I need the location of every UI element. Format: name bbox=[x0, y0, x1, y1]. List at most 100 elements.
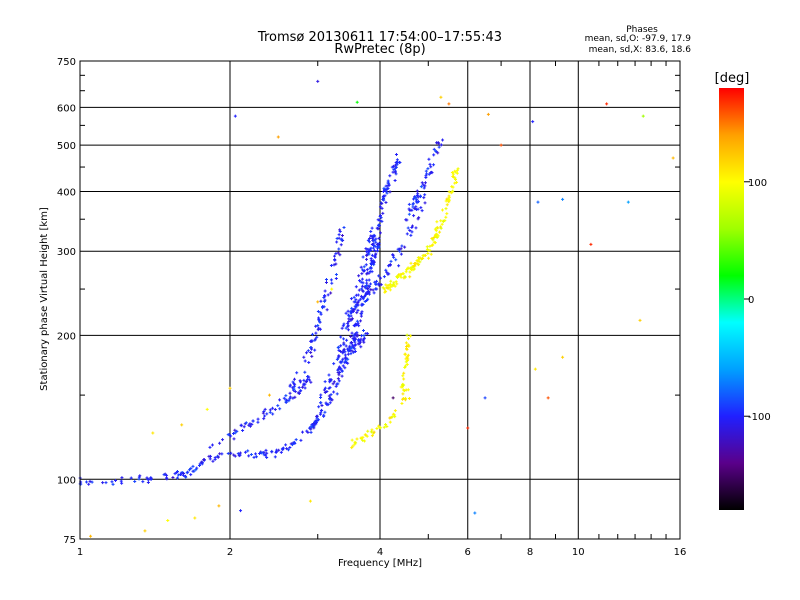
colorbar-tick-label: -100 bbox=[748, 412, 771, 423]
data-point bbox=[359, 436, 363, 440]
data-point bbox=[329, 291, 333, 295]
data-point bbox=[328, 401, 332, 405]
data-point bbox=[268, 410, 272, 414]
x-tick-label: 8 bbox=[527, 547, 533, 558]
data-point bbox=[358, 279, 362, 283]
data-point bbox=[198, 462, 202, 466]
data-point bbox=[350, 349, 354, 353]
data-point bbox=[233, 114, 237, 118]
data-point bbox=[436, 234, 440, 238]
chart-title: Tromsø 20130611 17:54:00–17:55:43 bbox=[257, 30, 502, 45]
data-point bbox=[288, 391, 292, 395]
data-point bbox=[218, 441, 222, 445]
data-point bbox=[90, 480, 94, 484]
data-point bbox=[323, 299, 327, 303]
data-point bbox=[175, 476, 179, 480]
data-point bbox=[350, 341, 354, 345]
data-point bbox=[337, 247, 341, 251]
data-point bbox=[337, 233, 341, 237]
data-point bbox=[288, 397, 292, 401]
stats-line-x: mean, sd,X: 83.6, 18.6 bbox=[589, 45, 692, 55]
data-point bbox=[388, 263, 392, 267]
data-point bbox=[362, 337, 366, 341]
data-point bbox=[221, 438, 225, 442]
data-point bbox=[314, 324, 318, 328]
data-point bbox=[179, 471, 183, 475]
data-point bbox=[244, 421, 248, 425]
data-point bbox=[189, 473, 193, 477]
data-point bbox=[361, 438, 365, 442]
data-point bbox=[381, 286, 385, 290]
data-point bbox=[432, 147, 436, 151]
data-point bbox=[315, 335, 319, 339]
x-tick-label: 10 bbox=[572, 547, 585, 558]
data-point bbox=[384, 184, 388, 188]
data-point bbox=[359, 345, 363, 349]
data-point bbox=[450, 171, 454, 175]
data-point bbox=[411, 203, 415, 207]
data-point bbox=[377, 274, 381, 278]
data-point bbox=[233, 431, 237, 435]
data-point bbox=[386, 186, 390, 190]
data-point bbox=[417, 216, 421, 220]
data-point bbox=[427, 256, 431, 260]
data-point bbox=[357, 288, 361, 292]
data-point bbox=[176, 473, 180, 477]
data-point bbox=[288, 395, 292, 399]
data-point bbox=[372, 291, 376, 295]
data-point bbox=[365, 268, 369, 272]
data-point bbox=[302, 355, 306, 359]
data-point bbox=[372, 430, 376, 434]
data-point bbox=[317, 418, 321, 422]
data-point bbox=[453, 181, 457, 185]
data-point bbox=[369, 234, 373, 238]
data-point bbox=[315, 419, 319, 423]
data-point bbox=[322, 305, 326, 309]
data-point bbox=[314, 331, 318, 335]
data-point bbox=[313, 337, 317, 341]
data-point bbox=[325, 389, 329, 393]
data-point bbox=[208, 445, 212, 449]
data-point bbox=[346, 347, 350, 351]
data-point bbox=[276, 404, 280, 408]
data-point bbox=[355, 334, 359, 338]
data-point bbox=[364, 433, 368, 437]
data-point bbox=[355, 437, 359, 441]
data-point bbox=[671, 156, 675, 160]
data-point bbox=[133, 479, 137, 483]
data-point bbox=[329, 263, 333, 267]
data-point bbox=[284, 394, 288, 398]
data-point bbox=[191, 469, 195, 473]
data-point bbox=[114, 478, 118, 482]
data-point bbox=[369, 229, 373, 233]
data-point bbox=[362, 340, 366, 344]
data-point bbox=[304, 380, 308, 384]
data-point bbox=[338, 229, 342, 233]
data-point bbox=[355, 311, 359, 315]
data-point bbox=[243, 450, 247, 454]
data-point bbox=[408, 275, 412, 279]
data-point bbox=[254, 452, 258, 456]
data-point bbox=[336, 382, 340, 386]
data-point bbox=[374, 282, 378, 286]
plot-frame bbox=[79, 60, 681, 540]
data-point bbox=[300, 385, 304, 389]
data-point bbox=[343, 353, 347, 357]
data-point bbox=[345, 338, 349, 342]
data-point bbox=[346, 361, 350, 365]
data-point bbox=[389, 279, 393, 283]
data-point bbox=[400, 402, 404, 406]
data-point bbox=[428, 244, 432, 248]
stats-title: Phases bbox=[626, 25, 658, 35]
data-point bbox=[406, 359, 410, 363]
data-point bbox=[339, 350, 343, 354]
data-points bbox=[78, 79, 675, 538]
data-point bbox=[353, 336, 357, 340]
data-point bbox=[350, 331, 354, 335]
data-point bbox=[337, 373, 341, 377]
data-point bbox=[428, 162, 432, 166]
data-point bbox=[284, 443, 288, 447]
data-point bbox=[309, 380, 313, 384]
data-point bbox=[373, 255, 377, 259]
data-point bbox=[415, 193, 419, 197]
